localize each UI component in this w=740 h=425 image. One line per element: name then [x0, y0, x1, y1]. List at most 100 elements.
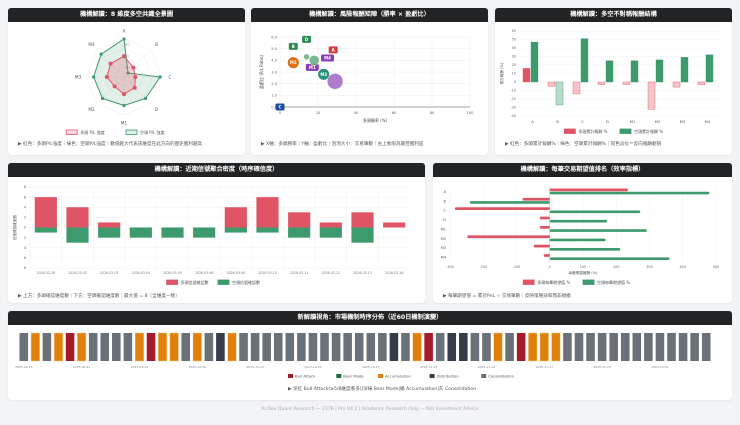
x-tick-label: 2026-03-11	[290, 271, 309, 275]
radar-point	[158, 75, 162, 79]
regime-bar	[123, 333, 133, 361]
legend-swatch	[378, 374, 383, 378]
expect-card: 機構解讀：每筆交易期望值排名（效率指標） -300 -200 -100 0 100 200…	[433, 163, 732, 303]
bar	[549, 219, 607, 223]
radar-axis-label: M2	[88, 107, 95, 112]
bar	[533, 244, 550, 248]
y-tick-label: 4	[24, 205, 26, 209]
x-tick-label: 100	[467, 111, 475, 115]
x-tick-label: C	[581, 119, 584, 124]
regime-bar	[539, 332, 549, 362]
legend-label: 多頭每筆期望值 %	[537, 279, 570, 285]
scatter-point	[288, 42, 298, 50]
x-tick-label: 0	[549, 265, 551, 269]
bar	[467, 235, 550, 239]
legend-swatch	[336, 374, 342, 378]
legend-swatch	[166, 279, 179, 285]
legend-label: Distribution	[437, 374, 460, 379]
y-tick-label: A	[444, 190, 447, 194]
bar-long	[383, 222, 406, 228]
regime-bar	[192, 332, 202, 362]
bar	[697, 81, 706, 85]
bar-long	[351, 212, 374, 228]
regime-bar	[181, 333, 190, 361]
bar	[454, 207, 550, 210]
timeline-title: 新解讀視角：市場機制時序分佈（近60日機制演變）	[8, 311, 732, 325]
legend-swatch	[288, 374, 293, 378]
x-tick-label: 2026-03-03	[100, 271, 119, 275]
legend-label: Consolidation	[488, 374, 514, 379]
regime-bar	[146, 333, 156, 361]
density-card: 機構解讀：近期信號聚合密度（時序確信度） 8 6 4 2 0 2 4 6 8 信號確認維度數 202…	[8, 163, 425, 303]
bar-long	[319, 222, 342, 228]
regime-bar	[250, 333, 260, 361]
legend-swatch	[125, 129, 138, 135]
bar	[549, 229, 647, 232]
timeline-note: ▶ 深紅 Bull Attack(≥5/8維度看多)|深綠 Bear Mode|…	[288, 387, 477, 392]
bar	[547, 81, 556, 87]
legend-label: Bear Mode	[343, 374, 364, 379]
x-tick-label: 2025-09-22	[73, 365, 91, 369]
y-tick-label: -10	[510, 89, 516, 93]
legend-label: 多頭信號確認數	[181, 279, 209, 285]
y-axis-label: 信號確認維度數	[12, 215, 17, 241]
scatter-point	[302, 35, 312, 43]
x-tick-label: 2025-10-13	[246, 365, 264, 369]
regime-bar	[273, 333, 283, 361]
x-tick-label: B	[556, 119, 559, 124]
bar-long	[256, 197, 279, 228]
scatter-point	[321, 54, 334, 62]
y-tick-label: D	[443, 218, 446, 222]
radar-point	[132, 85, 137, 90]
bar	[530, 41, 539, 83]
legend-label: 空頭每筆期望值 %	[597, 279, 630, 285]
asym-chart: -40 -30 -20 -10 0 10 20 30 40 50 60 累計報酬 (%) A B C D M1 M…	[499, 29, 720, 134]
regime-bar	[42, 333, 52, 361]
timeline-card: 新解讀視角：市場機制時序分佈（近60日機制演變） 2025-09-15 2025-…	[8, 311, 732, 400]
regime-bar	[389, 333, 399, 361]
y-tick-label: 0	[514, 80, 516, 84]
bar-long	[98, 222, 121, 228]
x-tick-label: 60	[392, 111, 397, 115]
radar-point	[122, 54, 126, 59]
radar-point	[112, 84, 117, 89]
y-axis-label: 盈虧比 (P/L Ratio)	[258, 55, 264, 89]
bar-long	[66, 207, 89, 228]
regime-bar	[667, 333, 676, 361]
y-tick-label: B	[444, 199, 447, 203]
legend-swatch	[564, 128, 576, 134]
regime-bar	[459, 333, 468, 361]
regime-bar	[701, 333, 711, 361]
bar	[539, 216, 550, 220]
expect-note: ▶ 每筆期望值 = 累計PnL ÷ 交易筆數｜反映策略效率而非規模	[443, 294, 571, 299]
y-tick-label: 4	[24, 246, 26, 250]
expect-chart: -300 -200 -100 0 100 200 300 400 500 每筆期望報酬 (%) A B…	[441, 187, 719, 285]
regime-bar	[551, 332, 561, 362]
y-tick-label: 30	[512, 55, 516, 59]
x-tick-label: M4	[705, 119, 711, 124]
x-tick-label: 2025-09-29	[131, 365, 149, 369]
radar-point	[100, 96, 105, 101]
bar-long	[288, 212, 311, 228]
x-tick-label: 80	[430, 111, 435, 115]
regime-bar	[30, 332, 40, 362]
scatter-title: 機構解讀：風險報酬矩陣（勝率 × 盈虧比）	[251, 8, 488, 22]
bar-short	[288, 227, 311, 238]
radar-point	[133, 75, 138, 79]
x-tick-label: 2026-03-06	[195, 271, 214, 275]
regime-bar	[227, 332, 237, 362]
bar	[539, 226, 550, 229]
scatter-point-label: M3	[320, 72, 327, 77]
regime-bar	[655, 333, 665, 361]
legend-label: 空頭累計報酬 %	[634, 128, 663, 134]
y-tick-label: 5.0	[271, 47, 277, 51]
regime-bar	[354, 333, 364, 361]
legend-label: 空頭信號確認數	[232, 279, 260, 285]
x-tick-label: 100	[580, 265, 586, 269]
x-tick-label: 400	[680, 265, 686, 269]
y-tick-label: 1.0	[271, 94, 277, 98]
radar-point	[92, 75, 96, 79]
x-tick-label: -300	[446, 265, 454, 269]
regime-bar	[88, 333, 98, 361]
y-tick-label: 40	[512, 46, 516, 50]
